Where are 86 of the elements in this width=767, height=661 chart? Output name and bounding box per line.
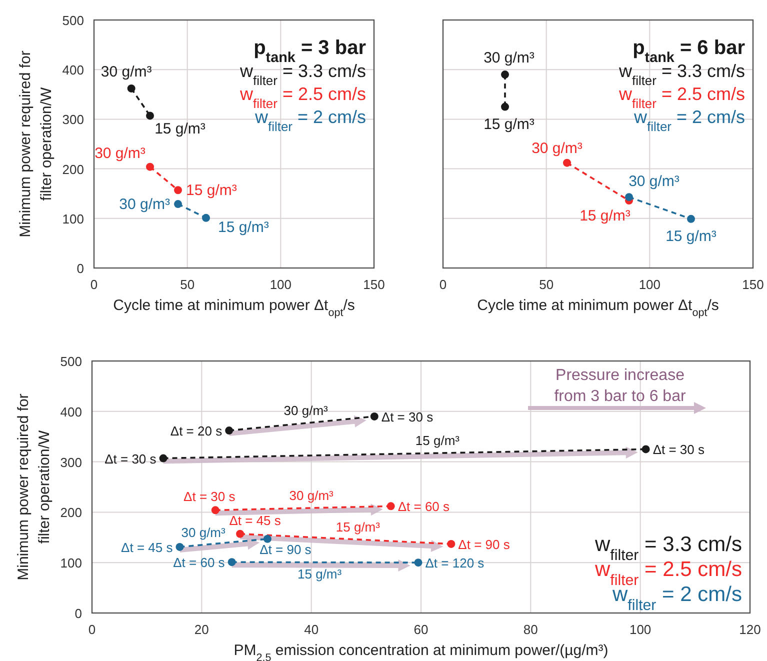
- annotation: 15 g/m³: [666, 228, 716, 245]
- y-tick-label: 200: [62, 162, 84, 177]
- annotation: 15 g/m³: [580, 208, 630, 225]
- annotation: 15 g/m³: [484, 116, 534, 133]
- annotation: 15 g/m³: [154, 120, 206, 138]
- annotation: Δt = 45 s: [121, 540, 174, 555]
- annotation: 15 g/m³: [186, 182, 237, 200]
- x-tick-label: 100: [638, 277, 661, 292]
- x-tick-label: 50: [180, 277, 195, 292]
- annotation: 30 g/m³: [94, 144, 146, 162]
- point: [501, 102, 509, 111]
- annotation: 15 g/m³: [218, 218, 269, 236]
- point: [127, 84, 136, 92]
- annotation: Δt = 120 s: [425, 556, 485, 571]
- y-tick-label: 400: [62, 62, 84, 78]
- y-axis-title: Minimum power required for filter operation/W: [17, 50, 55, 238]
- point: [146, 162, 154, 171]
- point: [174, 200, 182, 208]
- x-axis-title: PM$_{2.5}$ emission concentration at minimum power/(µg/m³): [234, 642, 608, 661]
- annotation: 30 g/m³: [484, 50, 534, 67]
- y-tick-label: 400: [60, 404, 82, 420]
- x-tick-label: 100: [629, 622, 652, 637]
- annotation: Δt = 30 s: [652, 442, 705, 458]
- annotation: Pressure increase from 3 bar to 6 bar: [554, 367, 686, 405]
- point: [563, 158, 571, 167]
- point: [414, 558, 422, 567]
- annotation: 15 g/m³: [415, 433, 460, 448]
- x-tick-label: 0: [439, 277, 447, 292]
- annotation: 30 g/m³: [628, 173, 680, 190]
- annotation: Δt = 30 s: [104, 451, 157, 466]
- point: [236, 530, 244, 538]
- point: [174, 186, 182, 194]
- y-tick-label: 100: [62, 211, 84, 226]
- annotation: 30 g/m³: [100, 63, 152, 80]
- x-tick-label: 0: [90, 277, 98, 292]
- point: [625, 193, 633, 202]
- annotation: 15 g/m³: [336, 519, 381, 534]
- point: [447, 540, 456, 548]
- y-tick-label: 300: [62, 112, 84, 128]
- x-tick-label: 20: [194, 622, 209, 637]
- y-tick-label: 200: [60, 505, 82, 520]
- point: [159, 454, 168, 462]
- x-tick-label: 50: [539, 277, 554, 292]
- annotation: Δt = 60 s: [173, 555, 226, 570]
- y-tick-label: 0: [74, 606, 82, 621]
- annotation: Δt = 90 s: [458, 536, 510, 552]
- x-axis-title: Cycle time at minimum power Δt$_{opt}$/s: [477, 297, 719, 319]
- point: [202, 214, 210, 222]
- annotation: 30 g/m³: [532, 140, 582, 157]
- point: [228, 558, 236, 566]
- annotation: Δt = 30 s: [184, 489, 236, 504]
- x-tick-label: 40: [304, 622, 319, 637]
- annotation: Δt = 60 s: [398, 499, 450, 514]
- x-tick-label: 100: [270, 277, 292, 292]
- point: [263, 534, 272, 543]
- point: [225, 426, 234, 435]
- y-tick-label: 0: [76, 261, 84, 276]
- annotation: 15 g/m³: [298, 566, 342, 582]
- point: [146, 112, 154, 120]
- y-tick-label: 100: [60, 556, 82, 571]
- annotation: Δt = 30 s: [381, 409, 434, 424]
- point: [386, 502, 395, 510]
- y-axis-title: Minimum power required for filter operation/W: [15, 394, 53, 580]
- point: [501, 70, 509, 79]
- y-tick-label: 500: [60, 354, 82, 369]
- point: [176, 542, 184, 551]
- annotation: Δt = 90 s: [260, 542, 312, 557]
- point: [687, 214, 695, 223]
- x-axis-title: Cycle time at minimum power Δt$_{opt}$/s: [113, 297, 355, 319]
- y-tick-label: 500: [62, 13, 84, 28]
- annotation: 30 g/m³: [119, 196, 170, 214]
- annotation: 30 g/m³: [289, 488, 334, 504]
- x-tick-label: 120: [739, 622, 761, 637]
- x-tick-label: 0: [88, 622, 96, 637]
- y-tick-label: 300: [60, 454, 82, 470]
- annotation: Δt = 20 s: [170, 424, 223, 439]
- point: [642, 445, 650, 454]
- x-tick-label: 60: [414, 622, 428, 637]
- x-tick-label: 80: [523, 622, 538, 637]
- x-tick-label: 150: [363, 277, 385, 292]
- annotation: 30 g/m³: [181, 524, 226, 540]
- x-tick-label: 150: [742, 277, 764, 292]
- annotation: 30 g/m³: [284, 402, 329, 418]
- point: [370, 412, 378, 420]
- point: [211, 506, 220, 514]
- annotation: Δt = 45 s: [229, 512, 282, 528]
